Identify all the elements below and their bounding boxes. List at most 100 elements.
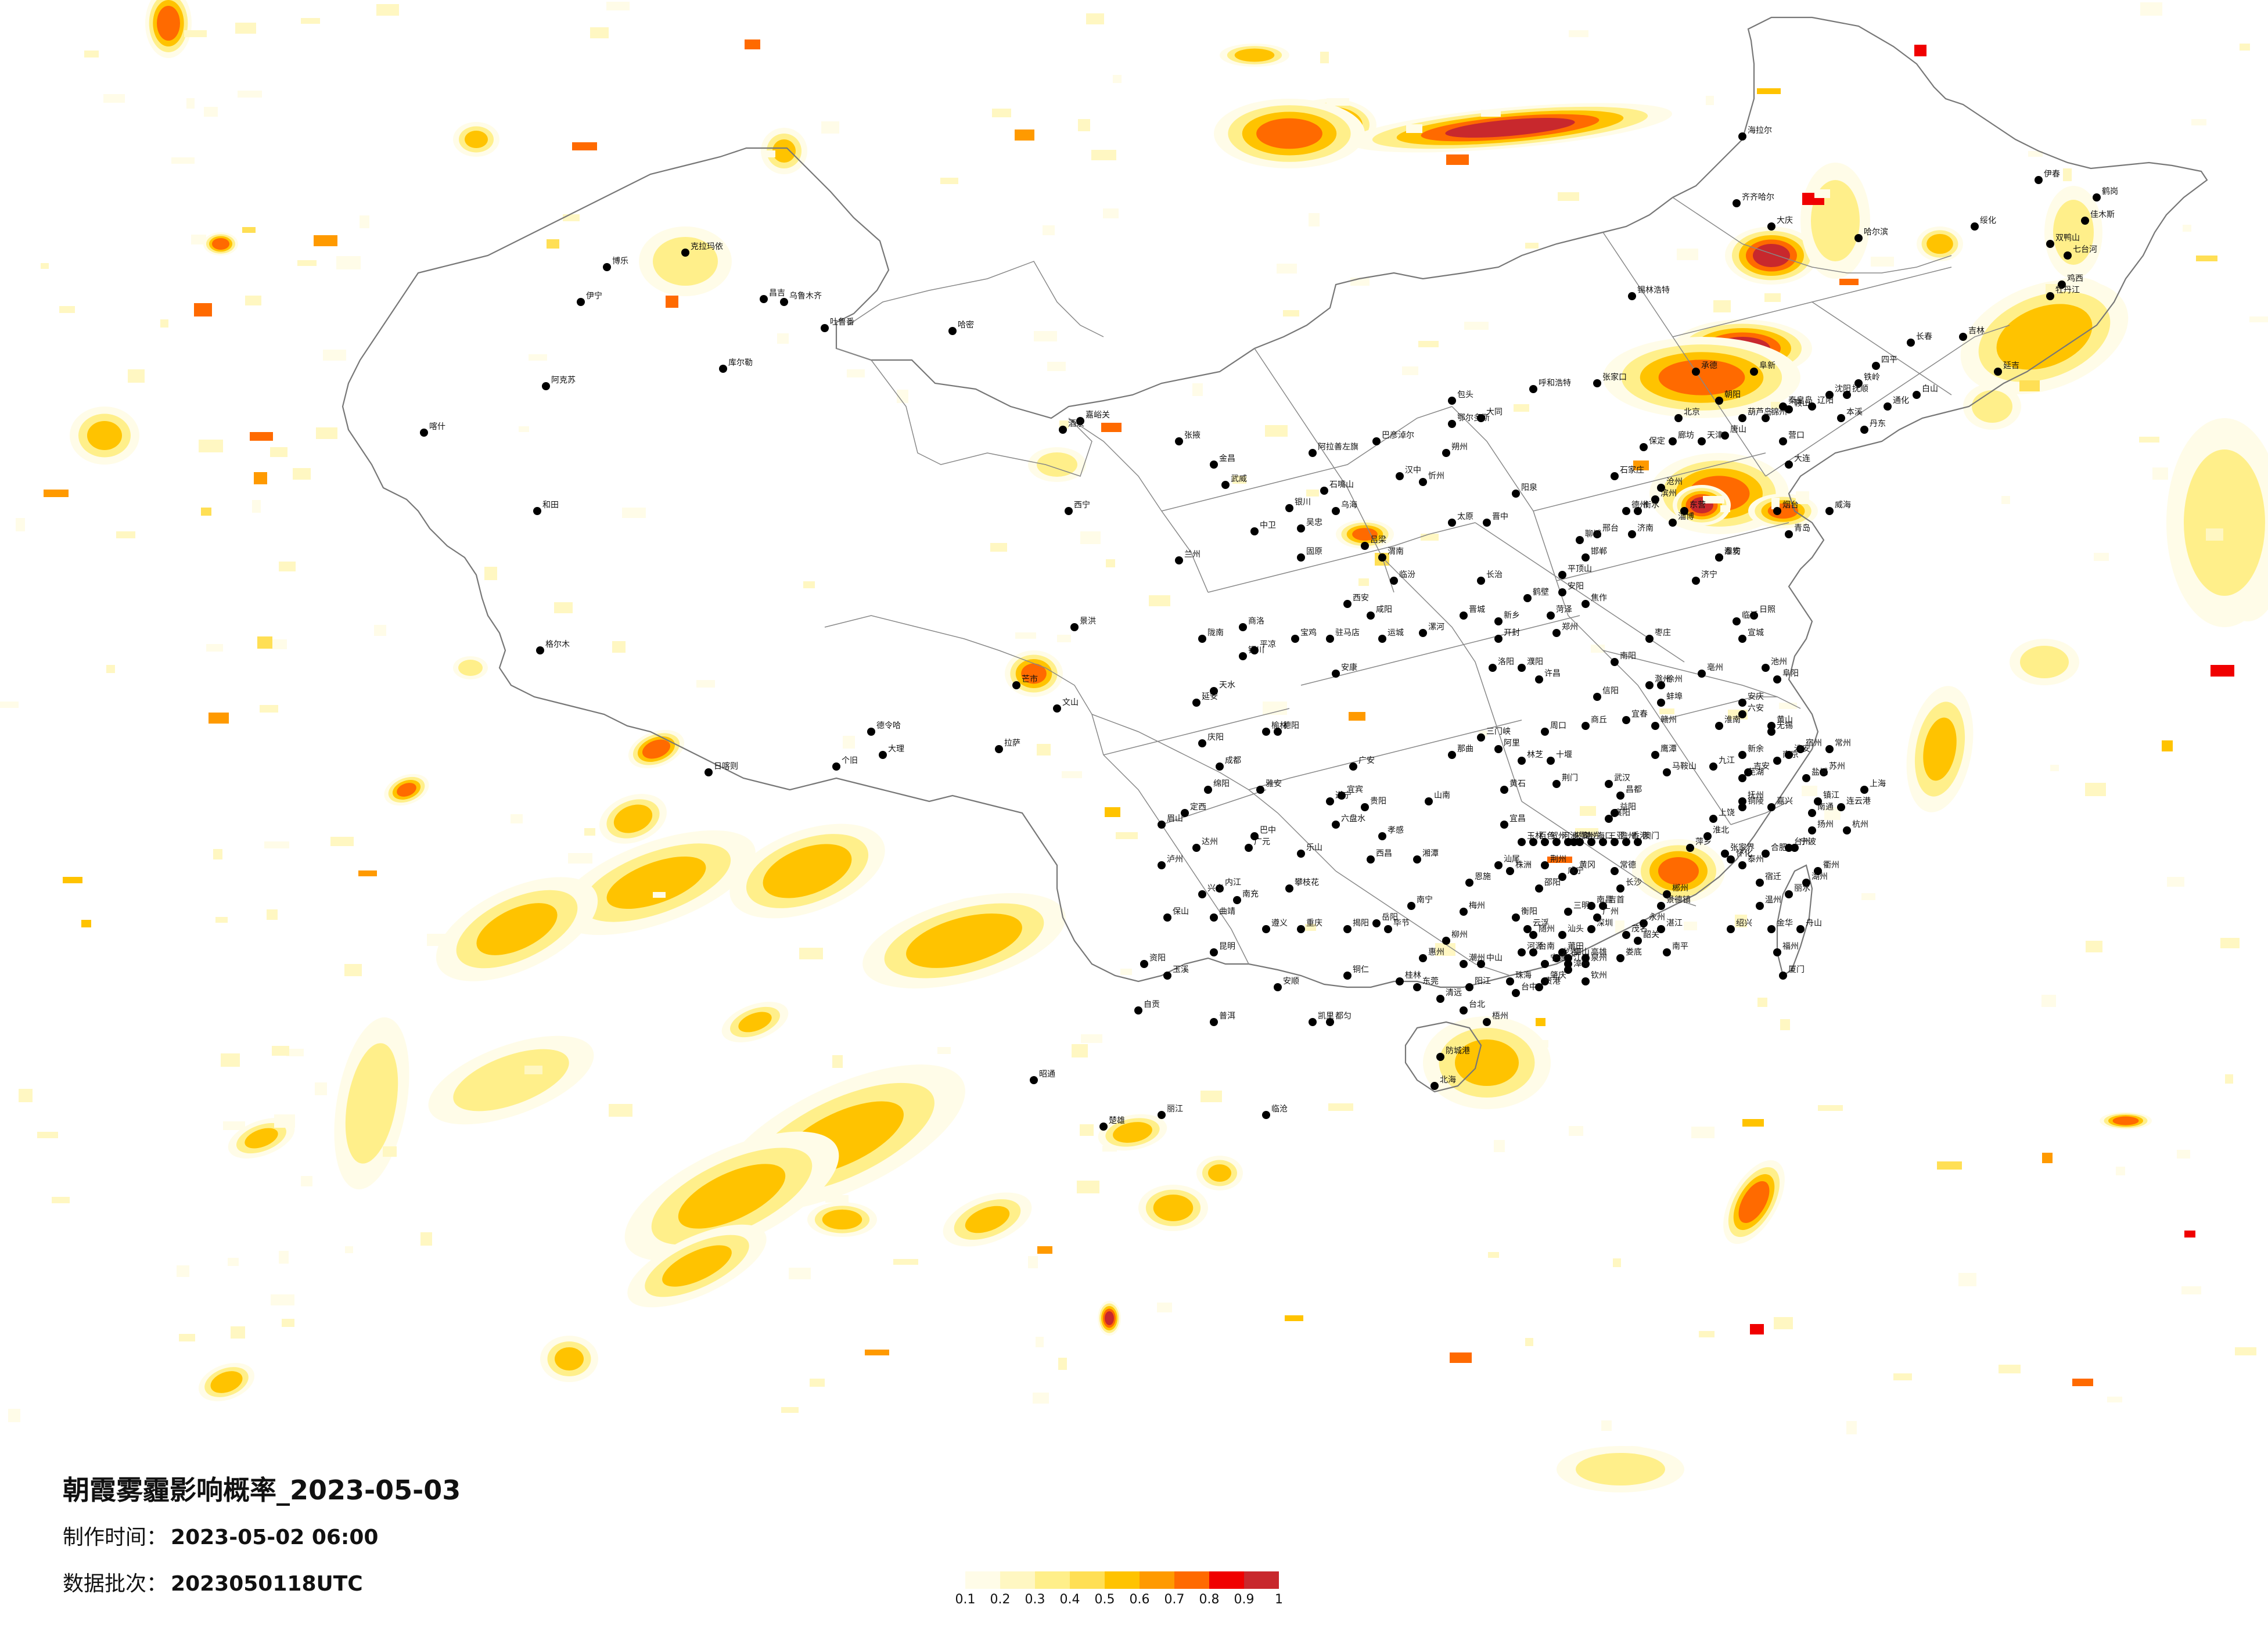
city-dot (1628, 292, 1636, 300)
city-dot (1059, 426, 1067, 434)
city-label: 永州 (1649, 913, 1665, 922)
city-label: 盐城 (1811, 768, 1828, 777)
probability-cell (184, 30, 207, 37)
probability-cell (1086, 13, 1104, 24)
city-dot (1587, 925, 1595, 933)
city-dot (1448, 519, 1456, 527)
probability-cell (1101, 423, 1122, 432)
probability-cell (1358, 578, 1369, 586)
probability-cell (272, 639, 287, 649)
city-dot (1332, 821, 1340, 829)
probability-cell (2139, 437, 2159, 443)
city-label: 濮阳 (1527, 657, 1543, 667)
probability-patch (822, 1209, 862, 1230)
probability-cell (897, 390, 908, 403)
probability-cell (563, 214, 580, 221)
city-dot (1733, 199, 1741, 207)
city-dot (1291, 635, 1299, 643)
probability-cell (1779, 703, 1797, 709)
probability-cell (8, 1409, 20, 1422)
city-label: 湛江 (1666, 919, 1683, 928)
city-dot (1785, 461, 1793, 469)
city-label: 吉林 (1968, 326, 1985, 336)
city-dot (1413, 855, 1421, 864)
probability-cell (1435, 943, 1455, 956)
probability-cell (1277, 264, 1297, 274)
city-label: 黄石 (1509, 779, 1526, 789)
province-boundaries (342, 16, 2208, 1093)
probability-cell (1105, 807, 1120, 817)
city-label: 日喀则 (714, 762, 738, 771)
probability-cell (1580, 806, 1596, 816)
probability-cell (1305, 924, 1316, 931)
city-dot (1785, 530, 1793, 538)
probability-cell (2140, 2, 2162, 16)
city-label: 天水 (1219, 681, 1235, 690)
probability-cell (1558, 192, 1579, 201)
probability-cell (52, 1197, 70, 1203)
city-label: 营口 (1788, 431, 1805, 440)
city-dot (1210, 948, 1218, 956)
probability-cell (1103, 208, 1119, 218)
probability-cell (427, 934, 447, 946)
city-label: 芜湖 (1748, 767, 1764, 777)
city-label: 丽江 (1167, 1105, 1183, 1114)
city-label: 平凉 (1260, 640, 1276, 649)
city-label: 南充 (1242, 890, 1259, 899)
city-label: 沧州 (1666, 477, 1683, 487)
legend-tick-label: 0.8 (1199, 1592, 1220, 1607)
probability-cell (1057, 635, 1071, 642)
city-label: 内江 (1225, 878, 1241, 887)
city-label: 宝鸡 (1300, 628, 1317, 638)
production-time: 制作时间： 2023-05-02 06:00 (63, 1520, 378, 1551)
probability-cell (0, 702, 19, 708)
probability-cell (1547, 857, 1572, 863)
probability-patch (965, 1206, 1010, 1233)
city-label: 巴中 (1260, 826, 1276, 835)
city-label: 澳门 (1643, 832, 1659, 841)
city-dot (1715, 722, 1723, 730)
city-dot (1239, 623, 1247, 631)
city-dot (2064, 251, 2072, 260)
city-dot (420, 429, 428, 437)
city-dot (1820, 768, 1828, 776)
city-label: 南宁 (1417, 895, 1433, 905)
city-label: 日照 (1759, 605, 1775, 614)
city-dot (1535, 983, 1543, 991)
data-batch-key: 数据批次： (63, 1572, 168, 1596)
probability-cell (1062, 771, 1082, 778)
city-label: 晋城 (1469, 605, 1485, 614)
city-dot (1628, 530, 1636, 538)
probability-cell (1818, 1105, 1843, 1111)
city-dot (2046, 240, 2054, 248)
probability-cell (1036, 1337, 1044, 1347)
city-dot (1709, 762, 1717, 771)
probability-patch (1153, 1195, 1194, 1221)
city-label: 荆州 (1550, 855, 1566, 864)
city-label: 吉安 (1753, 762, 1770, 771)
city-label: 肇庆 (1550, 971, 1566, 980)
probability-patch (1455, 1039, 1519, 1086)
probability-patch (1738, 1181, 1770, 1224)
probability-cell (81, 920, 91, 927)
probability-cell (937, 1047, 951, 1054)
probability-patch (1658, 857, 1699, 886)
probability-cell (1824, 807, 1841, 820)
probability-cell (221, 1053, 240, 1067)
city-label: 枣庄 (1655, 628, 1671, 638)
probability-cell (358, 870, 377, 876)
probability-cell (1633, 461, 1649, 470)
city-label: 泰安 (1724, 547, 1741, 556)
probability-cell (1839, 279, 1859, 285)
probability-cell (1684, 922, 1697, 930)
city-label: 宁德 (1550, 953, 1566, 963)
city-label: 渭南 (1388, 547, 1404, 556)
probability-cell (2184, 1231, 2195, 1238)
city-label: 兰州 (1184, 550, 1201, 559)
city-label: 佛山 (1573, 948, 1590, 957)
city-label: 聊城 (1585, 530, 1601, 539)
city-label: 贺州 (1550, 832, 1566, 841)
probability-patch (1753, 244, 1790, 267)
city-dot (1529, 948, 1537, 956)
city-dot (1477, 733, 1485, 742)
